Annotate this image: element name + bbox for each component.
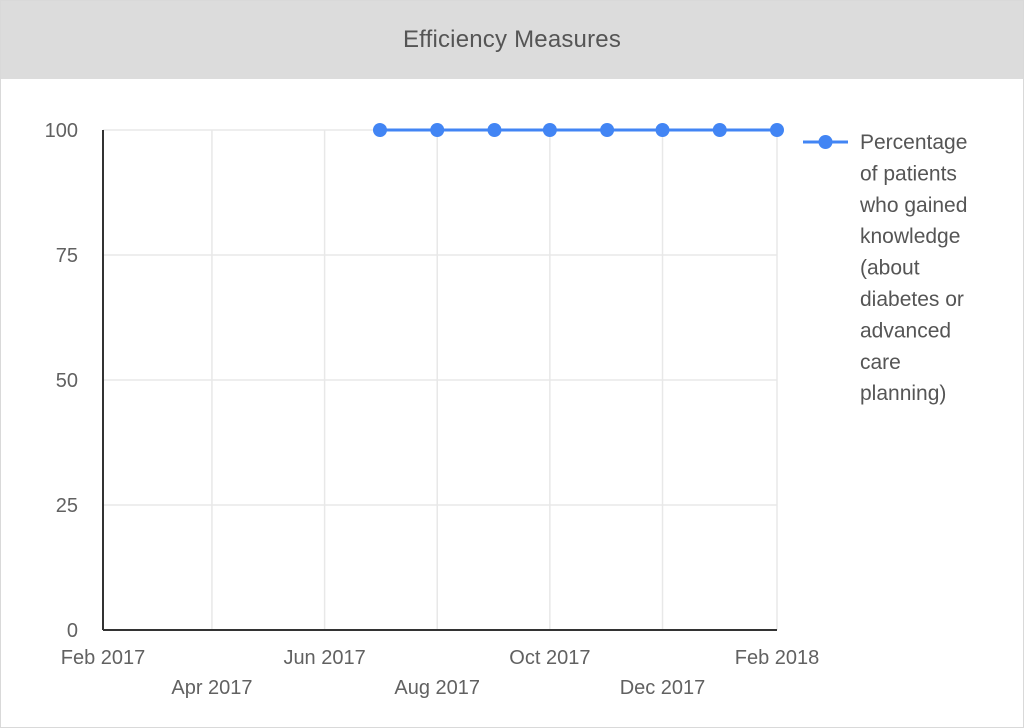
data-point[interactable] <box>430 123 445 137</box>
x-tick-label: Feb 2017 <box>61 647 146 669</box>
data-point[interactable] <box>600 123 615 137</box>
data-point[interactable] <box>770 123 784 137</box>
data-point[interactable] <box>655 123 670 137</box>
series <box>372 123 784 137</box>
x-tick-label: Oct 2017 <box>509 647 590 669</box>
x-tick-label: Apr 2017 <box>171 677 252 699</box>
data-point[interactable] <box>372 123 387 137</box>
data-point[interactable] <box>712 123 727 137</box>
legend-marker <box>818 135 833 149</box>
legend-label-line: who gained <box>859 194 967 217</box>
axes <box>102 130 777 631</box>
data-point[interactable] <box>542 123 557 137</box>
x-tick-label: Aug 2017 <box>394 677 480 699</box>
legend-label-line: of patients <box>860 162 957 185</box>
legend-label-line: planning) <box>860 382 946 405</box>
legend-label-line: diabetes or <box>860 288 964 311</box>
y-tick-label: 100 <box>45 120 78 142</box>
chart-header: Efficiency Measures <box>1 1 1023 79</box>
legend-label-line: care <box>860 351 901 374</box>
y-tick-label: 75 <box>56 245 78 267</box>
y-tick-label: 0 <box>67 620 78 642</box>
y-axis-tick-labels: 0 25 50 75 100 <box>45 120 78 642</box>
legend: Percentage of patients who gained knowledge… <box>803 131 967 405</box>
x-axis-tick-labels: Feb 2017 Apr 2017 Jun 2017 Aug 2017 Oct 2017… <box>61 647 820 699</box>
x-tick-label: Feb 2018 <box>735 647 820 669</box>
x-tick-label: Dec 2017 <box>620 677 706 699</box>
y-tick-label: 50 <box>56 370 78 392</box>
y-tick-label: 25 <box>56 495 78 517</box>
legend-label-line: knowledge <box>860 225 960 248</box>
chart-title: Efficiency Measures <box>402 26 622 53</box>
grid-lines <box>103 129 778 630</box>
legend-label-line: advanced <box>860 319 951 342</box>
data-point[interactable] <box>487 123 502 137</box>
legend-label-line: (about <box>860 257 920 280</box>
legend-label-line: Percentage <box>860 131 967 154</box>
x-tick-label: Jun 2017 <box>283 647 365 669</box>
